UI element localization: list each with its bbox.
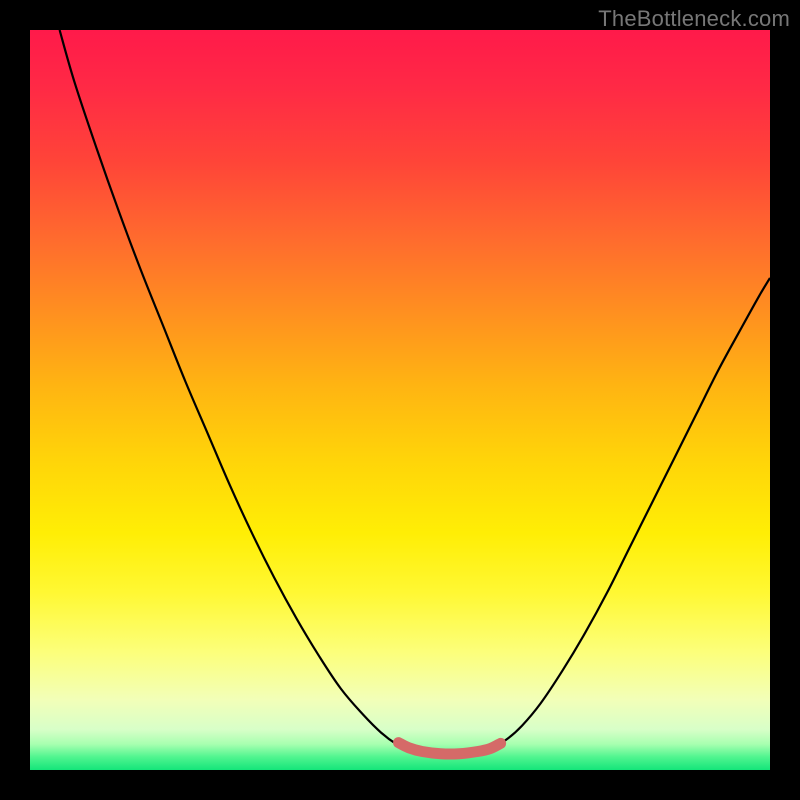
- watermark-text: TheBottleneck.com: [598, 6, 790, 32]
- bottleneck-chart: TheBottleneck.com: [0, 0, 800, 800]
- plot-background: [30, 30, 770, 770]
- chart-svg: [0, 0, 800, 800]
